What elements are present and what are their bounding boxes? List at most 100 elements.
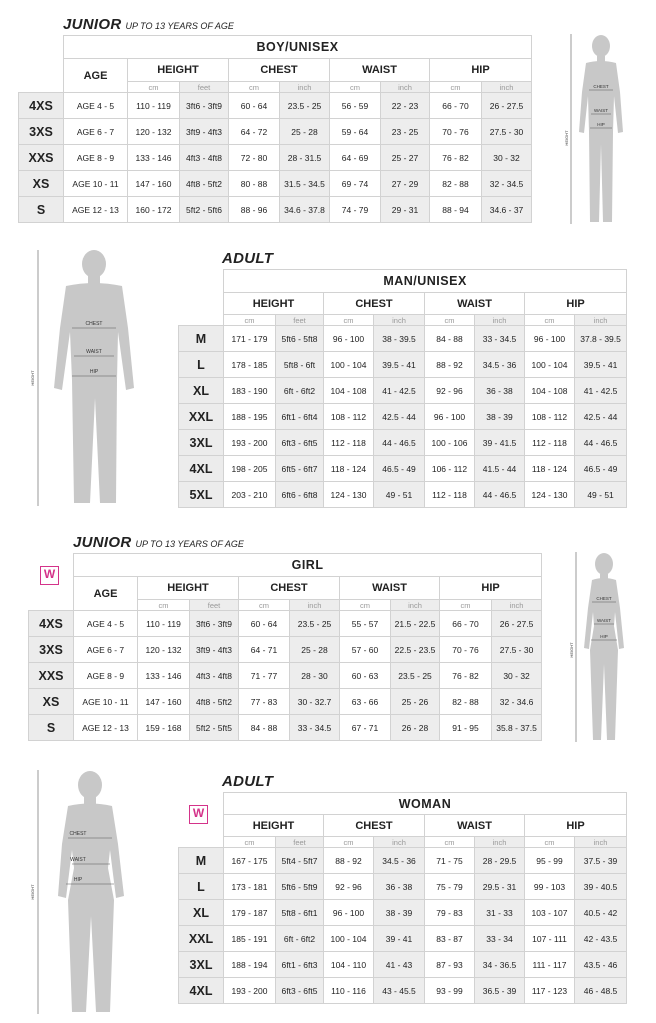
measurement-cell: 83 - 87 (424, 925, 475, 952)
measurement-cell: 6ft5 - 6ft7 (275, 455, 324, 482)
measurement-cell: 26 - 27.5 (490, 610, 543, 637)
measurement-cell: 43 - 45.5 (373, 977, 425, 1004)
measurement-cell: 92 - 96 (424, 377, 475, 404)
measurement-cell: 6ft3 - 6ft5 (275, 977, 324, 1004)
measurement-cell: 29.5 - 31 (474, 873, 525, 900)
measurement-cell: 133 - 146 (127, 144, 180, 171)
measurement-cell: 38 - 39 (474, 403, 525, 430)
table-row: XXL 188 - 195 6ft1 - 6ft4 108 - 112 42.5 - 4… (178, 403, 628, 430)
junior-subtitle: UP TO 13 YEARS OF AGE (125, 21, 234, 31)
measurement-cell: 49 - 51 (373, 481, 425, 508)
measurement-cell: 41.5 - 44 (474, 455, 525, 482)
unit-inch: inch (573, 314, 628, 326)
table-row: XS AGE 10 - 11 147 - 160 4ft8 - 5ft2 77 - 83… (28, 688, 543, 715)
measurement-cell: 188 - 194 (223, 951, 276, 978)
col-header-age: AGE (73, 576, 138, 611)
size-label: 5XL (178, 481, 224, 508)
size-label: 3XS (28, 636, 74, 663)
adult-woman-figure: CHEST WAIST HIP HEIGHT (28, 768, 138, 1018)
size-label: 4XS (28, 610, 74, 637)
size-label: XXL (178, 403, 224, 430)
measurement-cell: 31 - 33 (474, 899, 525, 926)
measurement-cell: 56 - 59 (329, 92, 381, 119)
measurement-cell: 112 - 118 (424, 481, 475, 508)
measurement-cell: 57 - 60 (339, 636, 391, 663)
height-label: HEIGHT (30, 884, 35, 900)
chest-label: CHEST (70, 831, 87, 837)
size-label: XXS (18, 144, 64, 171)
badge-letter: W (192, 806, 205, 820)
table-row: S AGE 12 - 13 159 - 168 5ft2 - 5ft5 84 - 88 3… (28, 714, 543, 741)
measurement-cell: 118 - 124 (323, 455, 374, 482)
unit-feet: feet (275, 314, 324, 326)
unit-cm: cm (424, 314, 475, 326)
table-row: XS AGE 10 - 11 147 - 160 4ft8 - 5ft2 80 - 88… (18, 170, 532, 197)
age-cell: AGE 10 - 11 (73, 688, 138, 715)
measurement-cell: 76 - 82 (429, 144, 482, 171)
age-cell: AGE 12 - 13 (73, 714, 138, 741)
waist-label: WAIST (594, 108, 608, 113)
size-label: L (178, 873, 224, 900)
size-label: M (178, 847, 224, 874)
measurement-cell: 96 - 100 (424, 403, 475, 430)
measurement-cell: 38 - 39.5 (373, 325, 425, 352)
measurement-cell: 3ft6 - 3ft9 (179, 92, 229, 119)
measurement-cell: 160 - 172 (127, 196, 180, 223)
size-label: 4XL (178, 977, 224, 1004)
measurement-cell: 104 - 108 (524, 377, 575, 404)
size-label: XS (18, 170, 64, 197)
table-row: XXL 185 - 191 6ft - 6ft2 100 - 104 39 - 41 83… (178, 925, 627, 952)
measurement-cell: 72 - 80 (228, 144, 280, 171)
measurement-cell: 28 - 29.5 (474, 847, 525, 874)
group-header: WOMAN (223, 792, 627, 815)
waist-label: WAIST (70, 857, 86, 863)
measurement-cell: 108 - 112 (323, 403, 374, 430)
group-header: GIRL (72, 553, 543, 577)
measurement-cell: 84 - 88 (238, 714, 290, 741)
size-label: XS (28, 688, 74, 715)
measurement-cell: 118 - 124 (524, 455, 575, 482)
unit-cm: cm (524, 314, 575, 326)
measurement-cell: 112 - 118 (323, 429, 374, 456)
measurement-cell: 6ft1 - 6ft3 (275, 951, 324, 978)
group-header: BOY/UNISEX (63, 35, 532, 59)
measurement-cell: 36 - 38 (373, 873, 425, 900)
unit-cm: cm (127, 81, 180, 93)
measurement-cell: 75 - 79 (424, 873, 475, 900)
size-label: S (28, 714, 74, 741)
col-header-hip: HIP (523, 292, 628, 315)
measurement-cell: 67 - 71 (339, 714, 391, 741)
measurement-cell: 100 - 104 (323, 925, 374, 952)
measurement-cell: 39 - 41.5 (474, 429, 525, 456)
measurement-cell: 23.5 - 25 (390, 662, 440, 689)
measurement-cell: 92 - 96 (323, 873, 374, 900)
measurement-cell: 60 - 64 (238, 610, 290, 637)
table-row: 3XS AGE 6 - 7 120 - 132 3ft9 - 4ft3 64 - 71 2… (28, 636, 543, 663)
col-header-hip: HIP (524, 814, 627, 837)
measurement-cell: 42.5 - 44 (573, 403, 628, 430)
size-label: M (178, 325, 224, 352)
measurement-cell: 193 - 200 (223, 429, 276, 456)
measurement-cell: 39.5 - 41 (573, 351, 628, 378)
measurement-cell: 178 - 185 (223, 351, 276, 378)
woman-size-table: WOMAN HEIGHT CHEST WAIST HIP cm feet cm in… (178, 792, 627, 1004)
measurement-cell: 33 - 34.5 (289, 714, 340, 741)
man-size-table: MAN/UNISEX HEIGHT CHEST WAIST HIP cm feet… (178, 269, 628, 508)
measurement-cell: 46 - 48.5 (574, 977, 627, 1004)
measurement-cell: 96 - 100 (524, 325, 575, 352)
age-cell: AGE 8 - 9 (73, 662, 138, 689)
chest-label: CHEST (593, 84, 609, 89)
size-label: XL (178, 377, 224, 404)
measurement-cell: 66 - 70 (439, 610, 492, 637)
measurement-cell: 71 - 75 (424, 847, 475, 874)
age-cell: AGE 6 - 7 (63, 118, 128, 145)
measurement-cell: 34.5 - 36 (373, 847, 425, 874)
measurement-cell: 42 - 43.5 (574, 925, 627, 952)
women-badge-icon: W (40, 566, 59, 585)
age-cell: AGE 12 - 13 (63, 196, 128, 223)
measurement-cell: 32 - 34.5 (481, 170, 532, 197)
col-header-height: HEIGHT (223, 292, 324, 315)
measurement-cell: 41 - 42.5 (573, 377, 628, 404)
measurement-cell: 22 - 23 (380, 92, 430, 119)
unit-inch: inch (390, 599, 440, 611)
